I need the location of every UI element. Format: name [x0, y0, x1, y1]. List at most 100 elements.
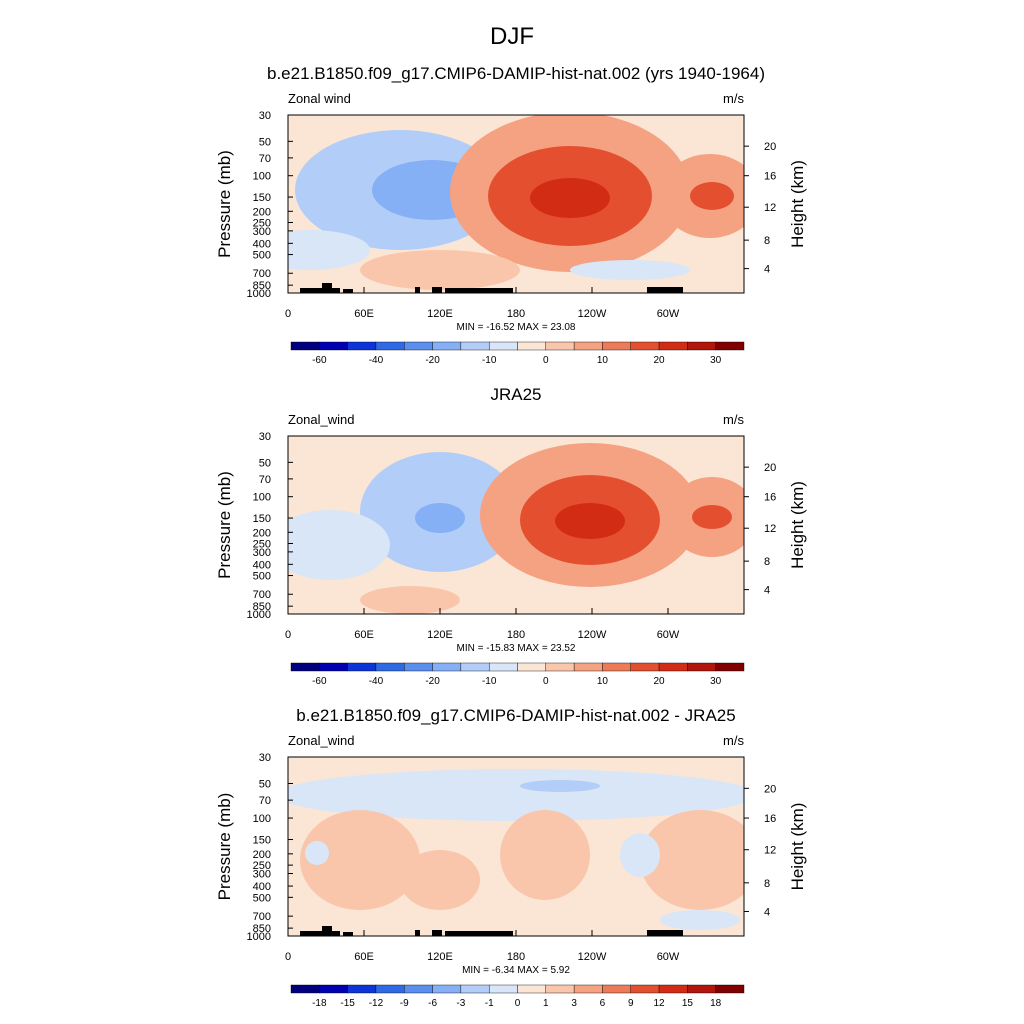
x-tick-label: 60W [657, 308, 680, 320]
colorbar-swatch [715, 662, 745, 672]
topography [445, 931, 513, 936]
y-tick-label: 700 [253, 589, 271, 601]
colorbar-swatch [319, 341, 348, 351]
colorbar-swatch [460, 662, 490, 672]
panel-title: JRA25 [490, 385, 541, 404]
x-tick-label: 0 [285, 951, 291, 963]
colorbar-label: 0 [543, 355, 549, 366]
panels: b.e21.B1850.f09_g17.CMIP6-DAMIP-hist-nat… [215, 64, 807, 1009]
min-max-stats: MIN = -16.52 MAX = 23.08 [457, 322, 576, 333]
colorbar-label: -60 [312, 676, 327, 687]
y-tick-label: 850 [253, 923, 271, 935]
y-tick-label: 1000 [247, 609, 271, 621]
units-label: m/s [723, 733, 744, 748]
colorbar-swatch [658, 341, 688, 351]
y-tick-label: 30 [259, 752, 271, 764]
x-tick-label: 120W [578, 308, 607, 320]
colorbar-swatch [573, 984, 603, 994]
y2-tick-label: 4 [764, 264, 770, 276]
y-tick-label: 500 [253, 892, 271, 904]
colorbar-label: 12 [654, 998, 666, 1009]
colorbar-swatch [715, 984, 745, 994]
y-tick-label: 850 [253, 601, 271, 613]
colorbar-swatch [545, 341, 575, 351]
colorbar-swatch [460, 341, 490, 351]
contour-field [288, 115, 744, 293]
variable-label: Zonal wind [288, 91, 351, 106]
x-tick-label: 120W [578, 629, 607, 641]
colorbar-swatch [687, 341, 716, 351]
colorbar-label: -9 [400, 998, 409, 1009]
colorbar-swatch [347, 984, 377, 994]
x-tick-label: 120E [427, 951, 453, 963]
y-tick-label: 500 [253, 250, 271, 262]
y-tick-label: 150 [253, 835, 271, 847]
y2-tick-label: 12 [764, 845, 776, 857]
colorbar-swatch [347, 662, 377, 672]
colorbar-label: 6 [600, 998, 606, 1009]
y2-tick-label: 8 [764, 235, 770, 247]
y-tick-label: 1000 [247, 931, 271, 943]
colorbar-swatch [687, 984, 716, 994]
variable-label: Zonal_wind [288, 412, 355, 427]
y-tick-label: 200 [253, 527, 271, 539]
positive-anomaly [690, 182, 734, 210]
colorbar-swatch [687, 662, 716, 672]
topography [647, 287, 683, 293]
y2-tick-label: 20 [764, 783, 776, 795]
y2-tick-label: 8 [764, 556, 770, 568]
colorbar-swatch [573, 341, 603, 351]
negative-anomaly [288, 230, 370, 270]
colorbar-label: -40 [369, 355, 384, 366]
colorbar-swatch [545, 662, 575, 672]
colorbar-swatch [573, 662, 603, 672]
colorbar-label: -20 [425, 355, 440, 366]
y-tick-label: 100 [253, 813, 271, 825]
contour-field [288, 436, 744, 614]
colorbar-swatch [432, 984, 462, 994]
colorbar-swatch [630, 341, 660, 351]
topography [445, 288, 513, 293]
topography [432, 930, 442, 936]
topography [343, 289, 353, 293]
y-tick-label: 30 [259, 431, 271, 443]
x-tick-label: 60E [354, 629, 374, 641]
y2-tick-label: 20 [764, 141, 776, 153]
colorbar-swatch [375, 984, 405, 994]
colorbar-label: 20 [654, 676, 666, 687]
y2-tick-label: 16 [764, 492, 776, 504]
chart-panel: b.e21.B1850.f09_g17.CMIP6-DAMIP-hist-nat… [215, 64, 807, 366]
x-tick-label: 0 [285, 308, 291, 320]
colorbar-swatch [290, 341, 320, 351]
y2-tick-label: 12 [764, 202, 776, 214]
y-tick-label: 400 [253, 881, 271, 893]
y-tick-label: 200 [253, 849, 271, 861]
y-tick-label: 50 [259, 778, 271, 790]
topography [300, 931, 340, 936]
colorbar-label: 20 [654, 355, 666, 366]
x-tick-label: 120E [427, 308, 453, 320]
y2-tick-label: 20 [764, 462, 776, 474]
topography [415, 287, 420, 293]
colorbar-label: -12 [369, 998, 384, 1009]
colorbar-swatch [319, 662, 348, 672]
y-tick-label: 150 [253, 513, 271, 525]
colorbar-swatch [404, 662, 433, 672]
negative-anomaly [288, 769, 744, 821]
colorbar: -18 -15 -12 -9 -6 -3 -1 0 1 3 6 9 12 15 18 [290, 984, 745, 1009]
y2-axis-label: Height (km) [788, 481, 807, 569]
colorbar-label: 30 [710, 676, 722, 687]
colorbar-label: -10 [482, 355, 497, 366]
y-axis-label: Pressure (mb) [215, 471, 234, 579]
colorbar-label: -60 [312, 355, 327, 366]
positive-anomaly [555, 503, 625, 539]
colorbar: -60 -40 -20 -10 0 10 20 30 [290, 341, 745, 366]
y2-tick-label: 8 [764, 878, 770, 890]
x-tick-label: 180 [507, 951, 525, 963]
positive-anomaly [360, 250, 520, 290]
y-tick-label: 150 [253, 192, 271, 204]
colorbar-swatch [545, 984, 575, 994]
topography [300, 288, 340, 293]
colorbar-swatch [290, 984, 320, 994]
